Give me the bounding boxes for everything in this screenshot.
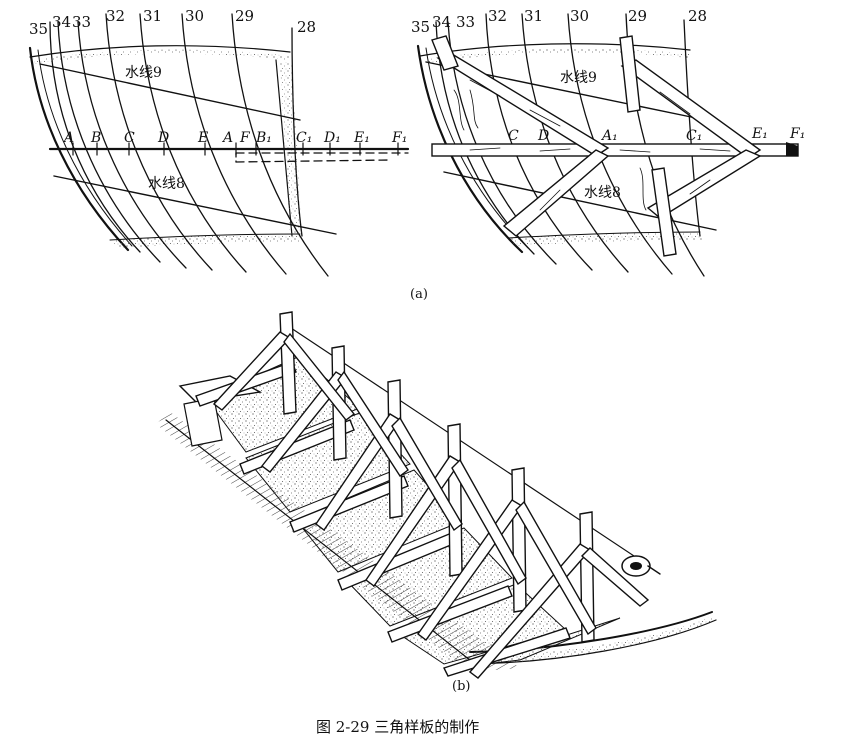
right-frame-34: 34 [432, 13, 451, 31]
diagonal-braces-right [283, 332, 650, 636]
right-frame-33: 33 [456, 13, 475, 31]
right-waterline-8-label: 水线8 [584, 185, 621, 201]
right-frame-28: 28 [688, 7, 707, 25]
subfig-b-label: (b) [452, 679, 470, 694]
subfig-a-label: (a) [410, 287, 428, 302]
left-point-D1: D₁ [323, 130, 341, 146]
right-point-C1: C₁ [686, 128, 702, 144]
right-point-E1: E₁ [751, 126, 768, 142]
left-frame-35: 35 [29, 20, 48, 38]
perspective-view [156, 311, 717, 679]
left-waterline-8-label: 水线8 [148, 176, 185, 192]
left-point-C: C [124, 130, 135, 146]
left-frame-33: 33 [72, 13, 91, 31]
left-frame-29: 29 [235, 7, 254, 25]
batten-horizontal [431, 142, 799, 157]
left-point-D: D [157, 130, 169, 146]
left-frame-31: 31 [143, 7, 162, 25]
left-point-B1: B₁ [255, 130, 272, 146]
right-point-F1: F₁ [789, 126, 805, 142]
left-point-labels: A B C D E A F B₁ C₁ D₁ E₁ F₁ [62, 130, 407, 146]
left-point-C1: C₁ [296, 130, 312, 146]
right-frame-35: 35 [411, 18, 430, 36]
right-frame-29: 29 [628, 7, 647, 25]
left-lofting-panel: 35 34 33 32 31 30 29 28 水线9 水线8 A B C D … [28, 7, 410, 277]
left-waterline-9 [39, 63, 301, 121]
right-template-panel: 35 34 33 32 31 30 29 28 水线9 水线8 C D A₁ C… [411, 7, 805, 277]
right-frame-32: 32 [488, 7, 507, 25]
left-point-E: E [197, 130, 208, 146]
left-frame-28: 28 [297, 18, 316, 36]
right-point-D: D [537, 128, 549, 144]
right-point-C: C [508, 128, 519, 144]
stern-tool-icon [621, 555, 661, 577]
left-frame-32: 32 [106, 7, 125, 25]
left-waterline-9-label: 水线9 [125, 65, 162, 81]
right-frame-31: 31 [524, 7, 543, 25]
batten-diagonal-2 [502, 149, 610, 237]
left-shell-curve [28, 46, 130, 252]
left-waterline-8 [53, 175, 337, 235]
right-point-A1: A₁ [600, 128, 618, 144]
left-point-F1: F₁ [391, 130, 407, 146]
figure-caption: 图 2-29 三角样板的制作 [316, 718, 479, 736]
left-point-B: B [90, 130, 101, 146]
left-point-A: A [62, 130, 74, 146]
left-frame-30: 30 [185, 7, 204, 25]
right-frame-30: 30 [570, 7, 589, 25]
right-frame-numbers: 35 34 33 32 31 30 29 28 [411, 7, 707, 36]
left-point-F: F [239, 130, 251, 146]
right-point-labels: C D A₁ C₁ E₁ F₁ [508, 126, 805, 144]
right-waterline-9-label: 水线9 [560, 70, 597, 86]
left-frame-34: 34 [52, 13, 71, 31]
left-frame-numbers: 35 34 33 32 31 30 29 28 [29, 7, 316, 38]
left-point-A2: A [221, 130, 233, 146]
left-point-E1: E₁ [353, 130, 370, 146]
